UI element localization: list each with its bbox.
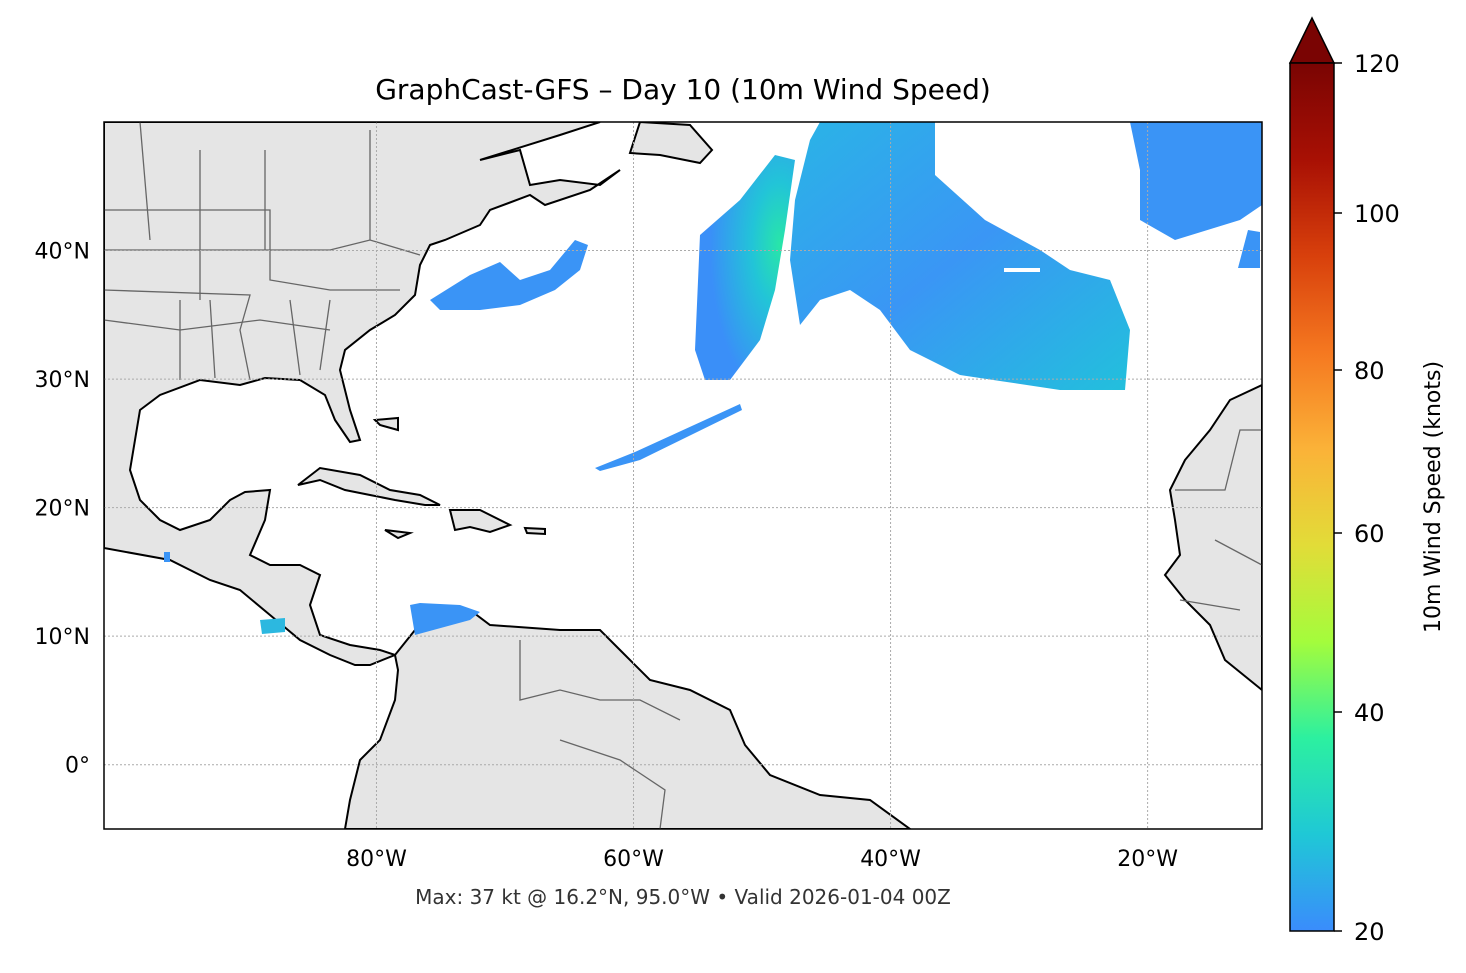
colorbar-ticks: 120 100 80 60 40 20 [1334, 50, 1400, 946]
colorbar-tick-label: 60 [1354, 520, 1385, 548]
americas-landmass [104, 122, 912, 829]
hispaniola [448, 509, 513, 534]
wind-region [1004, 268, 1040, 272]
jamaica [384, 529, 414, 540]
africa [1163, 383, 1262, 692]
colorbar-tick-label: 40 [1354, 699, 1385, 727]
colorbar-bar [1289, 62, 1335, 932]
colorbar-tick-label: 20 [1354, 918, 1385, 946]
cuba-keys [372, 416, 399, 432]
wind-speed-field [164, 122, 1262, 635]
map-frame [103, 121, 1263, 830]
lon-tick-label: 20°W [1117, 847, 1178, 872]
lon-tick-label: 80°W [346, 847, 407, 872]
colorbar-extend-arrow [1288, 16, 1336, 64]
tick-labels: 80°W 60°W 40°W 20°W 40°N 30°N 20°N 10°N 0° [35, 240, 1179, 872]
footer-info: Max: 37 kt @ 16.2°N, 95.0°W • Valid 2026… [415, 885, 951, 909]
wind-region [1130, 122, 1262, 240]
colorbar-tick-label: 120 [1354, 50, 1400, 78]
lat-tick-label: 30°N [35, 368, 90, 393]
borders [104, 122, 1262, 829]
cuba [297, 466, 441, 506]
map-title: GraphCast-GFS – Day 10 (10m Wind Speed) [375, 73, 991, 106]
colorbar-tick-label: 80 [1354, 357, 1385, 385]
wind-region [595, 404, 742, 471]
land [104, 122, 1262, 829]
lat-tick-label: 10°N [35, 625, 90, 650]
wind-region [260, 618, 285, 634]
wind-region [1238, 230, 1260, 268]
lon-tick-label: 60°W [603, 847, 664, 872]
map-area [104, 122, 1262, 829]
lon-tick-label: 40°W [860, 847, 921, 872]
gridlines [104, 122, 1262, 829]
colorbar: 120 100 80 60 40 20 10m Wind Speed (knots) [1288, 16, 1446, 946]
lat-tick-label: 20°N [35, 497, 90, 522]
colorbar-label: 10m Wind Speed (knots) [1421, 361, 1446, 633]
wind-region [790, 122, 1130, 390]
wind-region [695, 155, 795, 380]
lat-tick-label: 0° [65, 754, 90, 779]
colorbar-tick-label: 100 [1354, 200, 1400, 228]
wind-region [164, 552, 170, 562]
lat-tick-label: 40°N [35, 240, 90, 265]
wind-region [430, 240, 588, 310]
puerto-rico [523, 526, 546, 536]
newfoundland [628, 122, 714, 165]
wind-region [410, 603, 480, 635]
